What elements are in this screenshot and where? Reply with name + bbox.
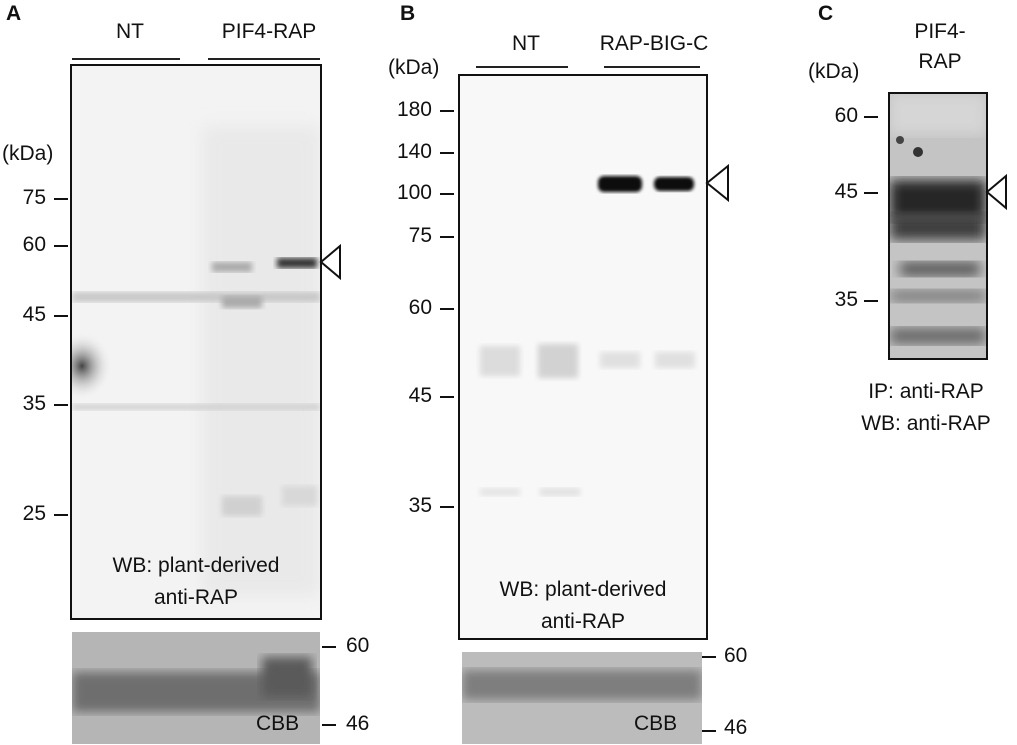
panel-b-group-nt-line [476, 66, 568, 68]
panel-b-tick-100 [440, 193, 454, 195]
panel-b-blot-image [480, 176, 695, 496]
panel-a-smear [72, 332, 112, 400]
panel-b-tick-45 [440, 396, 454, 398]
panel-c-blot [888, 92, 988, 360]
panel-b-group-rap: RAP-BIG-C [599, 32, 709, 55]
panel-b-group-nt: NT [512, 32, 540, 55]
panel-c-marker-35: 35 [834, 288, 858, 311]
panel-b-target-band-1 [598, 176, 642, 192]
panel-a-group-pif4-line [208, 58, 320, 60]
panel-b-marker-75: 75 [408, 224, 432, 247]
panel-b-cbb-label: CBB [634, 712, 678, 735]
panel-a-marker-60: 60 [22, 233, 46, 256]
panel-b-marker-140: 140 [396, 140, 432, 163]
panel-c-sample-2: RAP [918, 50, 962, 73]
panel-a-marker-35: 35 [22, 392, 46, 415]
panel-a-cbb-tick-60 [322, 646, 336, 648]
panel-c-marker-60: 60 [834, 104, 858, 127]
panel-b-cbb-tick-60 [702, 656, 716, 658]
panel-a-tick-75 [54, 198, 68, 200]
panel-b-caption-1: WB: plant-derived [499, 578, 667, 601]
panel-a-cbb-gel [72, 632, 320, 744]
panel-b-caption-2: anti-RAP [540, 610, 626, 633]
panel-c-caption-1: IP: anti-RAP [868, 380, 984, 403]
panel-a-marker-25: 25 [22, 502, 46, 525]
panel-b-blot [458, 74, 708, 640]
panel-a-cbb-marker-46: 46 [346, 712, 370, 735]
panel-a-tick-35 [54, 404, 68, 406]
panel-a-caption-2: anti-RAP [153, 586, 239, 609]
panel-b-tick-140 [440, 152, 454, 154]
open-triangle-arrowhead-icon [985, 174, 1007, 210]
panel-b-cbb-marker-60: 60 [724, 644, 748, 667]
panel-a-tick-60 [54, 245, 68, 247]
open-triangle-arrowhead-icon [319, 244, 341, 280]
panel-b-target-band-2 [654, 177, 694, 191]
panel-b-marker-60: 60 [408, 296, 432, 319]
panel-a-group-nt-line [72, 58, 180, 60]
panel-c-blot-image [890, 94, 986, 358]
panel-a-letter: A [6, 2, 22, 25]
panel-b-tick-75 [440, 236, 454, 238]
panel-b-cbb-marker-46: 46 [724, 716, 748, 739]
panel-c-sample-1: PIF4- [914, 20, 966, 43]
panel-a-cbb-marker-60: 60 [346, 634, 370, 657]
panel-a-marker-45: 45 [22, 303, 46, 326]
panel-c-marker-45: 45 [834, 180, 858, 203]
panel-a-group-nt: NT [116, 20, 144, 43]
panel-b-cbb-tick-46 [702, 730, 716, 732]
panel-c-unit: (kDa) [808, 60, 860, 83]
panel-a-cbb-label: CBB [256, 712, 300, 735]
panel-a-tick-45 [54, 315, 68, 317]
panel-b-marker-35: 35 [408, 494, 432, 517]
panel-c-tick-45 [864, 192, 878, 194]
panel-c-letter: C [818, 2, 834, 25]
panel-c-tick-60 [864, 116, 878, 118]
panel-b-marker-45: 45 [408, 384, 432, 407]
panel-a-cbb-tick-46 [322, 724, 336, 726]
panel-a-blot-image [72, 126, 320, 596]
panel-b-group-rap-line [604, 66, 700, 68]
panel-a-target-band [277, 258, 317, 268]
panel-b-marker-100: 100 [396, 181, 432, 204]
panel-a-blot [70, 64, 322, 620]
panel-c-tick-35 [864, 300, 878, 302]
panel-c-target-band [890, 180, 986, 220]
panel-a-caption-1: WB: plant-derived [112, 554, 280, 577]
panel-b-letter: B [400, 2, 416, 25]
panel-b-unit: (kDa) [388, 56, 440, 79]
panel-b-cbb-gel [462, 652, 702, 744]
panel-a-group-pif4: PIF4-RAP [221, 20, 317, 43]
open-triangle-arrowhead-icon [705, 164, 729, 202]
panel-a-unit: (kDa) [2, 142, 54, 165]
panel-b-marker-180: 180 [396, 98, 432, 121]
panel-b-tick-60 [440, 308, 454, 310]
panel-b-tick-180 [440, 110, 454, 112]
panel-c-caption-2: WB: anti-RAP [861, 412, 991, 435]
panel-a-marker-75: 75 [22, 186, 46, 209]
panel-b-tick-35 [440, 506, 454, 508]
panel-a-tick-25 [54, 514, 68, 516]
